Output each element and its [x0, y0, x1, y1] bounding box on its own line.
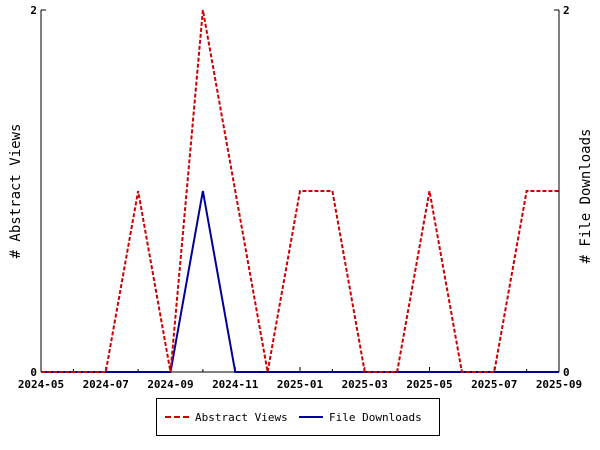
y-axis-title-right: # File Downloads — [578, 129, 594, 264]
y-axis-title-left: # Abstract Views — [8, 124, 24, 259]
x-tick-label: 2025-07 — [471, 378, 517, 391]
x-tick-label: 2025-05 — [406, 378, 452, 391]
x-tick-label: 2024-05 — [18, 378, 64, 391]
series-line-file-downloads — [41, 190, 559, 373]
y-tick-label-left: 0 — [30, 366, 37, 379]
legend-label-abstract-views: Abstract Views — [195, 410, 288, 424]
y-tick-label-right: 0 — [563, 366, 570, 379]
legend-swatch-abstract-views — [165, 416, 189, 418]
x-tick-label: 2025-01 — [277, 378, 324, 391]
series-line-abstract-views — [41, 9, 559, 373]
x-tick-label: 2025-03 — [342, 378, 388, 391]
x-axis-tick-labels: 2024-05 2024-07 2024-09 2024-11 2025-01 2025-… — [18, 378, 582, 391]
legend-label-file-downloads: File Downloads — [329, 410, 422, 424]
y-tick-label-right: 2 — [563, 4, 570, 17]
legend-swatch-file-downloads — [299, 416, 323, 418]
y-tick-label-left: 2 — [30, 4, 37, 17]
legend-item-file-downloads: File Downloads — [299, 410, 422, 424]
x-tick-label: 2024-09 — [147, 378, 193, 391]
legend: Abstract Views File Downloads — [156, 398, 440, 436]
x-tick-label: 2024-11 — [212, 378, 259, 391]
x-tick-label: 2024-07 — [83, 378, 129, 391]
x-tick-label: 2025-09 — [536, 378, 582, 391]
legend-item-abstract-views: Abstract Views — [165, 410, 288, 424]
series-layer — [41, 9, 559, 373]
